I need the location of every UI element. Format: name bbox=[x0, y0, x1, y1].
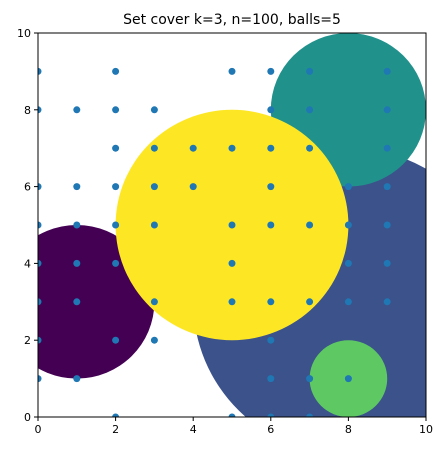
point-1 bbox=[38, 106, 42, 114]
x-tick-label-5: 10 bbox=[419, 423, 433, 436]
point-18 bbox=[112, 221, 120, 229]
point-22 bbox=[150, 106, 158, 114]
point-51 bbox=[306, 413, 314, 417]
x-tick-label-0: 0 bbox=[35, 423, 42, 436]
point-16 bbox=[112, 144, 120, 152]
x-tick-label-4: 8 bbox=[345, 423, 352, 436]
point-49 bbox=[306, 298, 314, 306]
point-47 bbox=[306, 144, 314, 152]
point-25 bbox=[150, 221, 158, 229]
point-43 bbox=[267, 375, 275, 383]
point-31 bbox=[228, 144, 236, 152]
point-5 bbox=[38, 298, 42, 306]
point-26 bbox=[150, 298, 158, 306]
point-0 bbox=[38, 67, 42, 75]
point-32 bbox=[228, 221, 236, 229]
point-48 bbox=[306, 221, 314, 229]
plot-area bbox=[38, 33, 426, 417]
point-13 bbox=[73, 375, 81, 383]
point-8 bbox=[73, 106, 81, 114]
point-46 bbox=[306, 106, 314, 114]
point-12 bbox=[73, 298, 81, 306]
balls-layer bbox=[38, 33, 426, 417]
point-56 bbox=[344, 375, 352, 383]
point-52 bbox=[344, 183, 352, 191]
point-45 bbox=[306, 67, 314, 75]
point-10 bbox=[73, 221, 81, 229]
point-30 bbox=[228, 67, 236, 75]
point-39 bbox=[267, 183, 275, 191]
point-19 bbox=[112, 259, 120, 267]
y-tick-label-0: 0 bbox=[24, 411, 31, 424]
point-15 bbox=[112, 106, 120, 114]
point-41 bbox=[267, 298, 275, 306]
point-29 bbox=[189, 183, 197, 191]
y-tick-label-5: 10 bbox=[17, 27, 31, 40]
points-layer bbox=[38, 67, 391, 417]
point-57 bbox=[383, 67, 391, 75]
point-53 bbox=[344, 221, 352, 229]
point-6 bbox=[38, 336, 42, 344]
y-tick-label-3: 6 bbox=[24, 181, 31, 194]
point-11 bbox=[73, 259, 81, 267]
point-7 bbox=[38, 375, 42, 383]
point-44 bbox=[267, 413, 275, 417]
point-21 bbox=[112, 413, 120, 417]
x-tick-label-2: 4 bbox=[190, 423, 197, 436]
y-axis: 0 2 4 6 8 10 bbox=[17, 27, 38, 424]
point-54 bbox=[344, 259, 352, 267]
point-35 bbox=[228, 413, 236, 417]
point-33 bbox=[228, 259, 236, 267]
point-23 bbox=[150, 144, 158, 152]
point-17 bbox=[112, 183, 120, 191]
point-50 bbox=[306, 375, 314, 383]
point-34 bbox=[228, 298, 236, 306]
point-20 bbox=[112, 336, 120, 344]
point-58 bbox=[383, 106, 391, 114]
plot-frame bbox=[37, 32, 427, 418]
x-axis: 0 2 4 6 8 10 bbox=[35, 417, 433, 436]
point-63 bbox=[383, 298, 391, 306]
point-9 bbox=[73, 183, 81, 191]
point-2 bbox=[38, 183, 42, 191]
point-60 bbox=[383, 183, 391, 191]
point-62 bbox=[383, 259, 391, 267]
y-tick-label-4: 8 bbox=[24, 104, 31, 117]
point-38 bbox=[267, 144, 275, 152]
x-tick-label-3: 6 bbox=[267, 423, 274, 436]
point-3 bbox=[38, 221, 42, 229]
point-61 bbox=[383, 221, 391, 229]
point-37 bbox=[267, 106, 275, 114]
y-tick-label-1: 2 bbox=[24, 334, 31, 347]
x-tick-label-1: 2 bbox=[112, 423, 119, 436]
point-24 bbox=[150, 183, 158, 191]
point-27 bbox=[150, 336, 158, 344]
point-55 bbox=[344, 298, 352, 306]
point-40 bbox=[267, 221, 275, 229]
point-42 bbox=[267, 336, 275, 344]
point-36 bbox=[267, 67, 275, 75]
point-4 bbox=[38, 259, 42, 267]
point-59 bbox=[383, 144, 391, 152]
point-28 bbox=[189, 144, 197, 152]
point-14 bbox=[112, 67, 120, 75]
y-tick-label-2: 4 bbox=[24, 257, 31, 270]
chart-title: Set cover k=3, n=100, balls=5 bbox=[123, 12, 341, 28]
